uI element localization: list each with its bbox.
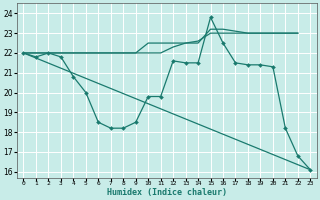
X-axis label: Humidex (Indice chaleur): Humidex (Indice chaleur) — [107, 188, 227, 197]
